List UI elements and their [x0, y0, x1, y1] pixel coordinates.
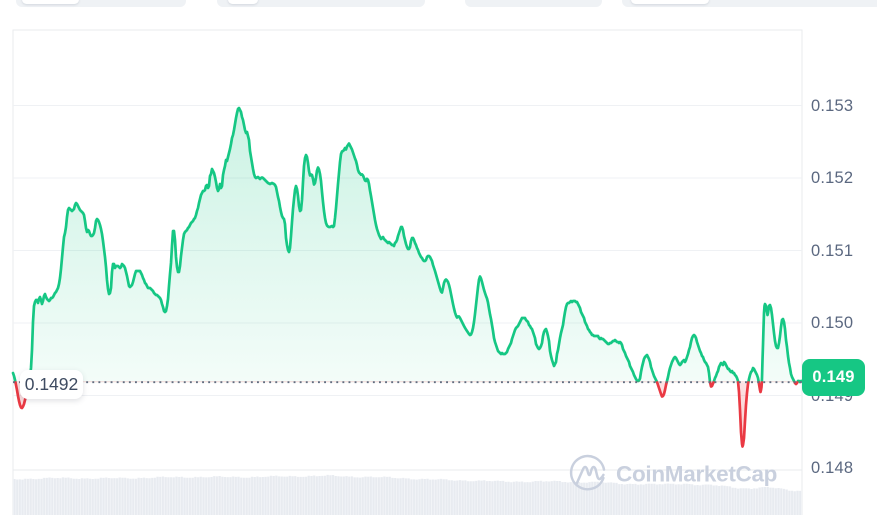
- svg-text:CoinMarketCap: CoinMarketCap: [616, 462, 777, 487]
